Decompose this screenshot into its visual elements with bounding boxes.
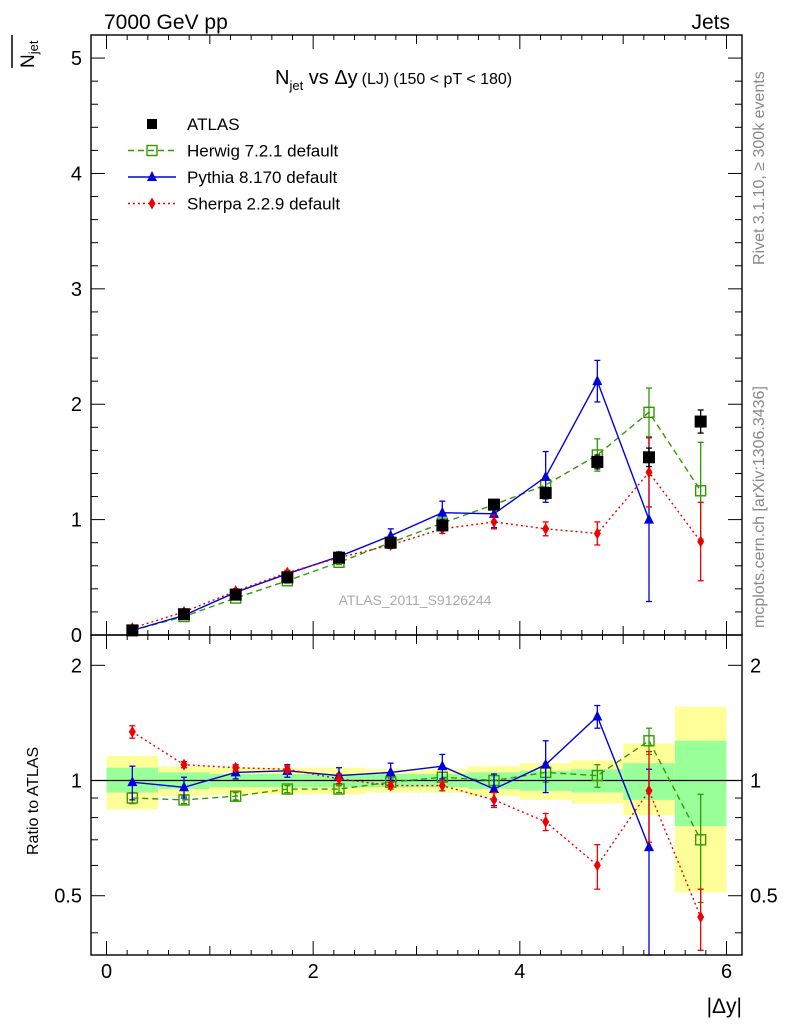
ratio-y-tick-label-right: 2 — [750, 655, 761, 677]
main-pythia-point — [592, 375, 603, 386]
legend-label-data: ATLAS — [187, 115, 240, 134]
x-axis-label: |Δy| — [707, 995, 742, 1018]
main-herwig-line — [132, 411, 702, 632]
ratio-herwig-point — [591, 769, 604, 782]
y-axis-label-main: N — [18, 54, 39, 68]
main-data-point — [384, 536, 397, 549]
main-herwig-point — [643, 406, 655, 419]
main-sherpa-point — [542, 522, 550, 535]
legend-marker-data — [147, 119, 157, 129]
main-herwig-point — [694, 485, 707, 497]
main-data-point — [229, 588, 242, 601]
ratio-sherpa-point — [697, 910, 705, 923]
ratio-sherpa-point — [335, 772, 343, 785]
plot-title: Njet vs Δy (LJ) (150 < pT < 180) — [275, 67, 512, 93]
svg-text:Njet: Njet — [18, 40, 41, 68]
main-sherpa-point — [697, 535, 705, 548]
ratio-y-tick-label-right: 1 — [750, 771, 761, 793]
rivet-label: Rivet 3.1.10, ≥ 300k events — [751, 71, 768, 265]
ratio-y-tick-label-right: 0.5 — [750, 886, 778, 908]
main-data-point — [436, 519, 449, 532]
x-tick-label: 4 — [514, 961, 525, 983]
ratio-sherpa-point — [232, 761, 240, 774]
ratio-pythia-point — [540, 758, 551, 769]
ratio-sherpa-point — [645, 784, 653, 797]
ratio-pythia-point — [489, 783, 499, 794]
legend-label-sherpa: Sherpa 2.2.9 default — [187, 195, 340, 214]
main-sherpa-line — [132, 471, 702, 629]
main-pythia-point — [644, 513, 654, 524]
main-sherpa-point — [490, 515, 498, 528]
legend-label-herwig: Herwig 7.2.1 default — [187, 142, 338, 161]
x-tick-label: 2 — [308, 961, 319, 983]
x-tick-label: 0 — [101, 961, 112, 983]
y-tick-label: 0 — [71, 625, 82, 647]
ratio-pythia-point — [385, 766, 396, 777]
ratio-herwig-point — [694, 834, 707, 846]
main-sherpa-point — [593, 527, 601, 540]
ratio-sherpa-point — [542, 815, 550, 828]
ratio-pythia-point — [127, 776, 138, 787]
ratio-pythia-point — [644, 841, 654, 852]
header-left: 7000 GeV pp — [104, 11, 228, 34]
ratio-herwig-line — [132, 739, 702, 841]
ratio-y-tick-label: 1 — [71, 771, 82, 793]
x-tick-label: 6 — [721, 961, 732, 983]
analysis-watermark: ATLAS_2011_S9126244 — [339, 592, 492, 608]
main-data-point — [591, 455, 604, 468]
y-axis-label-sub: jet — [26, 40, 41, 55]
main-pythia-point — [437, 506, 448, 517]
main-data-point — [126, 624, 139, 637]
y-tick-label: 1 — [71, 510, 82, 532]
ratio-sherpa-point — [490, 793, 498, 806]
ratio-pythia-point — [179, 781, 189, 792]
legend-label-pythia: Pythia 8.170 default — [187, 168, 338, 187]
legend-marker-sherpa — [148, 197, 156, 210]
main-data-point — [281, 571, 294, 584]
main-data-point — [643, 451, 655, 464]
y-tick-label: 5 — [71, 48, 82, 70]
header-right: Jets — [691, 11, 730, 34]
legend-marker-pythia — [147, 171, 157, 181]
ratio-herwig-point — [281, 783, 294, 795]
main-data-point — [694, 415, 707, 428]
y-tick-label: 4 — [71, 163, 82, 185]
ratio-sherpa-line — [131, 731, 702, 918]
ratio-sherpa-point — [593, 859, 601, 872]
main-data-point — [539, 487, 552, 500]
ratio-sherpa-point — [283, 763, 291, 776]
mcplots-label: mcplots.cern.ch [arXiv:1306.3436] — [751, 386, 768, 628]
ratio-y-tick-label: 0.5 — [54, 886, 82, 908]
ratio-sherpa-point — [438, 779, 446, 792]
main-data-point — [488, 498, 500, 511]
main-pythia-point — [540, 470, 551, 481]
ratio-pythia-point — [592, 710, 603, 721]
ratio-herwig-point — [643, 735, 655, 747]
y-axis-label: Njet — [11, 35, 41, 68]
ratio-sherpa-point — [128, 725, 136, 738]
ratio-sherpa-point — [180, 758, 188, 771]
main-sherpa-point — [645, 466, 653, 479]
ratio-axis-label: Ratio to ATLAS — [25, 747, 42, 855]
y-tick-label: 2 — [71, 394, 82, 416]
ratio-sherpa-point — [387, 779, 395, 792]
ratio-pythia-point — [437, 760, 448, 771]
legend-marker-herwig — [146, 144, 158, 157]
main-data-point — [178, 608, 190, 621]
ratio-y-tick-label: 2 — [71, 655, 82, 677]
y-tick-label: 3 — [71, 279, 82, 301]
ratio-herwig-point — [229, 790, 242, 802]
main-data-point — [333, 551, 345, 564]
